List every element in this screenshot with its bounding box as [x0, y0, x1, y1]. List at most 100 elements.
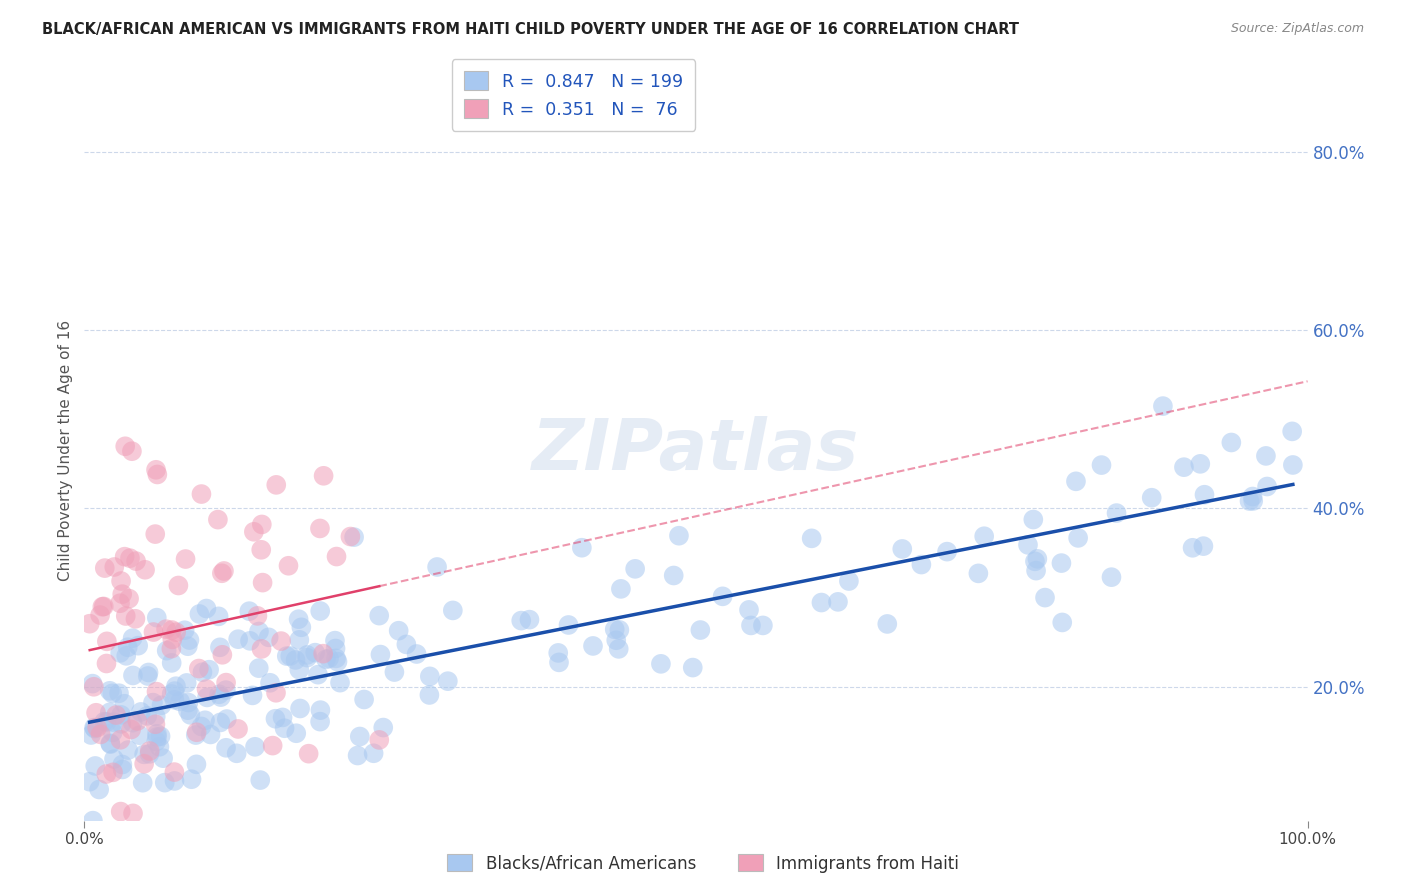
Legend: R =  0.847   N = 199, R =  0.351   N =  76: R = 0.847 N = 199, R = 0.351 N = 76	[451, 60, 696, 131]
Point	[110, 732, 132, 747]
Point	[510, 614, 533, 628]
Point	[114, 609, 136, 624]
Point	[195, 601, 218, 615]
Point	[160, 687, 183, 701]
Point	[209, 690, 232, 704]
Point	[211, 566, 233, 581]
Point	[329, 675, 352, 690]
Point	[295, 650, 318, 665]
Point	[110, 574, 132, 588]
Point	[395, 637, 418, 651]
Point	[1105, 506, 1128, 520]
Point	[145, 734, 167, 748]
Point	[343, 530, 366, 544]
Point	[145, 709, 167, 723]
Point	[179, 633, 201, 648]
Point	[419, 669, 441, 683]
Point	[108, 686, 131, 700]
Point	[1189, 457, 1212, 471]
Point	[118, 551, 141, 566]
Point	[243, 739, 266, 754]
Point	[160, 623, 183, 637]
Point	[610, 582, 633, 596]
Point	[101, 725, 124, 739]
Point	[184, 728, 207, 742]
Point	[250, 517, 273, 532]
Point	[353, 692, 375, 706]
Point	[318, 651, 340, 665]
Point	[114, 439, 136, 453]
Point	[284, 653, 307, 667]
Point	[176, 676, 198, 690]
Point	[250, 641, 273, 656]
Point	[312, 647, 335, 661]
Point	[388, 624, 411, 638]
Point	[114, 549, 136, 564]
Point	[186, 725, 208, 739]
Point	[326, 655, 349, 669]
Point	[145, 463, 167, 477]
Point	[1101, 570, 1123, 584]
Point	[165, 679, 187, 693]
Point	[208, 687, 231, 701]
Point	[668, 529, 690, 543]
Point	[876, 616, 898, 631]
Point	[1194, 488, 1216, 502]
Point	[607, 641, 630, 656]
Point	[98, 706, 121, 720]
Point	[110, 707, 132, 722]
Point	[290, 620, 312, 634]
Point	[152, 751, 174, 765]
Point	[90, 727, 112, 741]
Point	[346, 748, 368, 763]
Point	[1024, 554, 1046, 568]
Point	[194, 713, 217, 727]
Point	[173, 624, 195, 638]
Point	[84, 759, 107, 773]
Point	[312, 468, 335, 483]
Point	[246, 608, 269, 623]
Point	[278, 648, 301, 663]
Point	[94, 561, 117, 575]
Point	[160, 656, 183, 670]
Point	[174, 552, 197, 566]
Point	[226, 722, 249, 736]
Point	[373, 721, 395, 735]
Point	[163, 684, 186, 698]
Point	[89, 608, 111, 623]
Point	[288, 701, 311, 715]
Point	[582, 639, 605, 653]
Point	[120, 723, 142, 737]
Point	[121, 715, 143, 730]
Point	[177, 639, 200, 653]
Point	[1067, 531, 1090, 545]
Point	[315, 652, 337, 666]
Point	[98, 736, 121, 750]
Point	[103, 752, 125, 766]
Point	[143, 527, 166, 541]
Point	[242, 689, 264, 703]
Point	[277, 558, 299, 573]
Point	[93, 599, 115, 614]
Point	[162, 632, 184, 647]
Point	[84, 706, 107, 720]
Point	[127, 639, 149, 653]
Point	[1050, 556, 1073, 570]
Point	[111, 763, 134, 777]
Point	[967, 566, 990, 581]
Point	[103, 560, 125, 574]
Point	[115, 648, 138, 663]
Point	[827, 595, 849, 609]
Point	[910, 558, 932, 572]
Point	[548, 656, 571, 670]
Point	[603, 623, 626, 637]
Point	[163, 692, 186, 706]
Point	[273, 721, 295, 735]
Point	[252, 575, 274, 590]
Point	[127, 714, 149, 728]
Point	[1181, 541, 1204, 555]
Point	[111, 587, 134, 601]
Point	[131, 775, 153, 789]
Point	[243, 524, 266, 539]
Point	[160, 641, 183, 656]
